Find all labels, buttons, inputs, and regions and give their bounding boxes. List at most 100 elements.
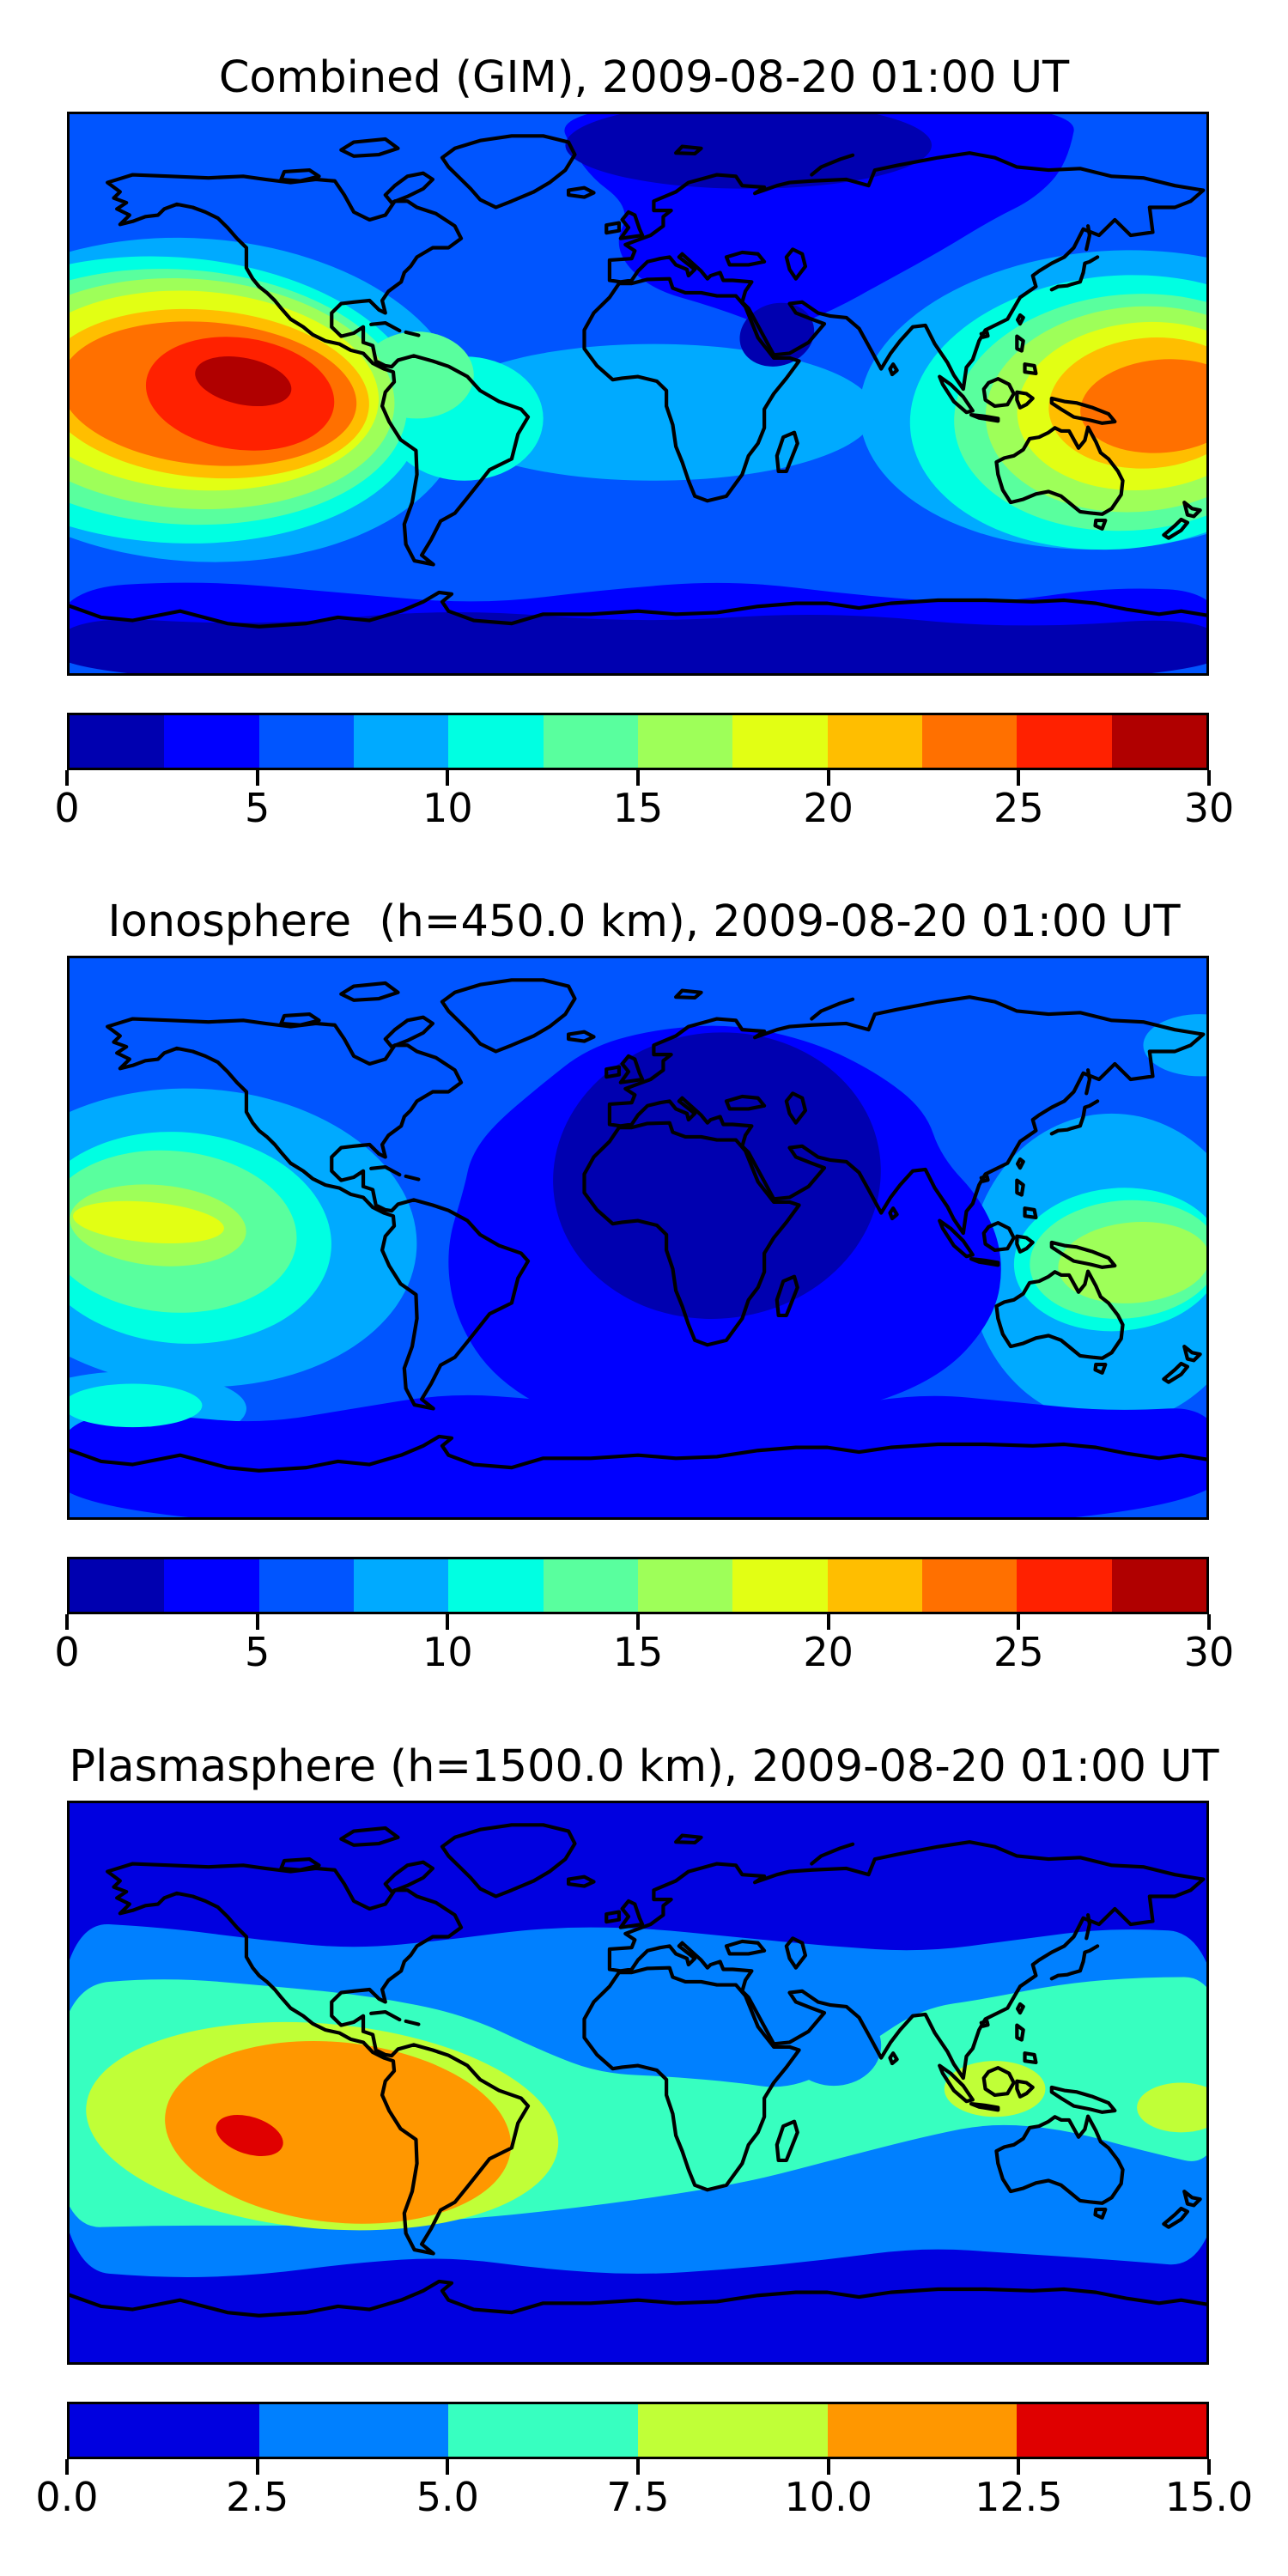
colorbar-tick	[446, 770, 450, 786]
coastline-americas	[106, 1862, 531, 2256]
coastline-sumatra	[938, 1218, 975, 1259]
coastline-borneo	[981, 377, 1016, 409]
world-contour-map	[67, 112, 1209, 676]
coastline-australia	[994, 425, 1125, 516]
colorbar-tick-label: 2.5	[226, 2474, 289, 2520]
coastline-antarctica	[70, 2279, 1206, 2318]
coastline-mindanao	[1023, 362, 1038, 376]
colorbar-tick	[255, 1614, 259, 1630]
colorbar-cell	[732, 1559, 828, 1612]
contour-field-svg	[70, 958, 1206, 1517]
coastline-madagascar	[775, 2119, 799, 2162]
colorbar-cell	[164, 1559, 259, 1612]
colorbar-cell	[1017, 1559, 1112, 1612]
colorbar-tick	[636, 2459, 640, 2475]
coastline-japan	[1049, 1944, 1100, 1981]
colorbar-tick-label: 0	[54, 1629, 80, 1675]
coastline-antarctica	[70, 590, 1206, 629]
coastline-hispaniola	[404, 2019, 421, 2026]
colorbar-tick	[65, 2459, 69, 2475]
coastline-iceland	[566, 1874, 596, 1888]
colorbar-tick	[1207, 770, 1211, 786]
coastline-java	[969, 1257, 1000, 1267]
contour-region-bering-patch	[1143, 1014, 1206, 1077]
contour-region-borneo-7	[944, 2061, 1046, 2117]
colorbar-tick-label: 5	[245, 785, 270, 831]
panel-plasmasphere: Plasmasphere (h=1500.0 km), 2009-08-20 0…	[0, 1741, 1288, 2530]
colorbar-cell	[543, 1559, 638, 1612]
coastline-baffin	[383, 171, 435, 205]
coastline-hispaniola	[404, 330, 421, 337]
coastline-cuba	[369, 2009, 402, 2022]
coastline-taiwan	[1015, 1157, 1025, 1170]
colorbar-cell	[1017, 2404, 1207, 2457]
coastline-novaya-zemlya	[810, 153, 855, 177]
colorbar-tick	[826, 1614, 830, 1630]
coastline-cuba	[369, 1164, 402, 1177]
coastline-victoria-island	[279, 1857, 321, 1872]
colorbar-tick-label: 15	[612, 785, 664, 831]
contour-region-sp-10	[70, 1383, 203, 1428]
coastline-ireland	[605, 221, 622, 235]
colorbar-tick	[65, 770, 69, 786]
coastline-great-britain	[618, 1899, 645, 1929]
colorbar	[67, 1557, 1209, 1614]
coastline-ireland	[605, 1910, 622, 1924]
coastline-great-britain	[618, 1054, 645, 1084]
coastline-sumatra	[938, 2063, 975, 2104]
colorbar-cell	[448, 2404, 639, 2457]
coastline-sulawesi	[1015, 390, 1035, 410]
coastline-australia	[994, 1269, 1125, 1360]
colorbar-tick-label: 10	[422, 785, 473, 831]
colorbar-cell	[258, 715, 354, 768]
coastline-nz-south	[1162, 1361, 1190, 1384]
coastline-borneo	[981, 1221, 1016, 1253]
coastline-novaya-zemlya	[810, 1842, 855, 1866]
coastline-greenland	[440, 1823, 577, 1899]
colorbar-cell	[448, 1559, 544, 1612]
coastline-nz-north	[1182, 501, 1202, 519]
contour-field-svg	[70, 1803, 1206, 2362]
colorbar-cell	[637, 1559, 733, 1612]
colorbar-cell	[1111, 1559, 1206, 1612]
coastline-sakhalin	[1084, 1913, 1092, 1941]
coastline-cuba	[369, 320, 402, 333]
coastline-victoria-island	[279, 1012, 321, 1027]
coastline-hainan	[979, 330, 990, 339]
colorbar-tick	[255, 770, 259, 786]
coastline-great-britain	[618, 210, 645, 240]
contour-region-antarctic-core	[70, 611, 1206, 673]
coastline-hainan	[979, 1174, 990, 1183]
colorbar-tick	[1017, 2459, 1021, 2475]
coastline-black-sea	[724, 250, 767, 267]
coastline-black-sea	[724, 1939, 767, 1956]
coastline-australia	[994, 2114, 1125, 2205]
coastline-ellesmere	[339, 137, 400, 158]
contour-region-w-27	[195, 356, 292, 407]
colorbar-tick-label: 30	[1183, 785, 1235, 831]
coastline-luzon	[1015, 2023, 1025, 2042]
colorbar-tick	[446, 2459, 450, 2475]
coastline-madagascar	[775, 1274, 799, 1317]
contour-region-w-12	[216, 2114, 283, 2157]
coastline-black-sea	[724, 1094, 767, 1111]
colorbar-cell	[70, 2404, 259, 2457]
coastline-greenland	[440, 134, 577, 210]
colorbar-tick-label: 5.0	[416, 2474, 479, 2520]
colorbar	[67, 2402, 1209, 2459]
panel-combined: Combined (GIM), 2009-08-20 01:00 UT 0 5 10…	[0, 52, 1288, 841]
coastline-new-guinea	[1049, 396, 1117, 425]
coastline-victoria-island	[279, 168, 321, 183]
coastline-japan	[1049, 1099, 1100, 1136]
coastline-eurasia	[607, 995, 1206, 1236]
colorbar-cell	[1017, 715, 1112, 768]
contour-region-e-22	[1080, 359, 1206, 453]
coastline-africa	[582, 276, 801, 503]
colorbar	[67, 713, 1209, 770]
panel-title: Plasmasphere (h=1500.0 km), 2009-08-20 0…	[69, 1741, 1219, 1792]
coastline-new-guinea	[1049, 1240, 1117, 1269]
colorbar-tick-label: 7.5	[606, 2474, 670, 2520]
colorbar-tick-label: 12.5	[975, 2474, 1063, 2520]
contour-region-equatorial-bridge	[432, 343, 875, 481]
contour-region-w-10	[165, 2041, 512, 2224]
